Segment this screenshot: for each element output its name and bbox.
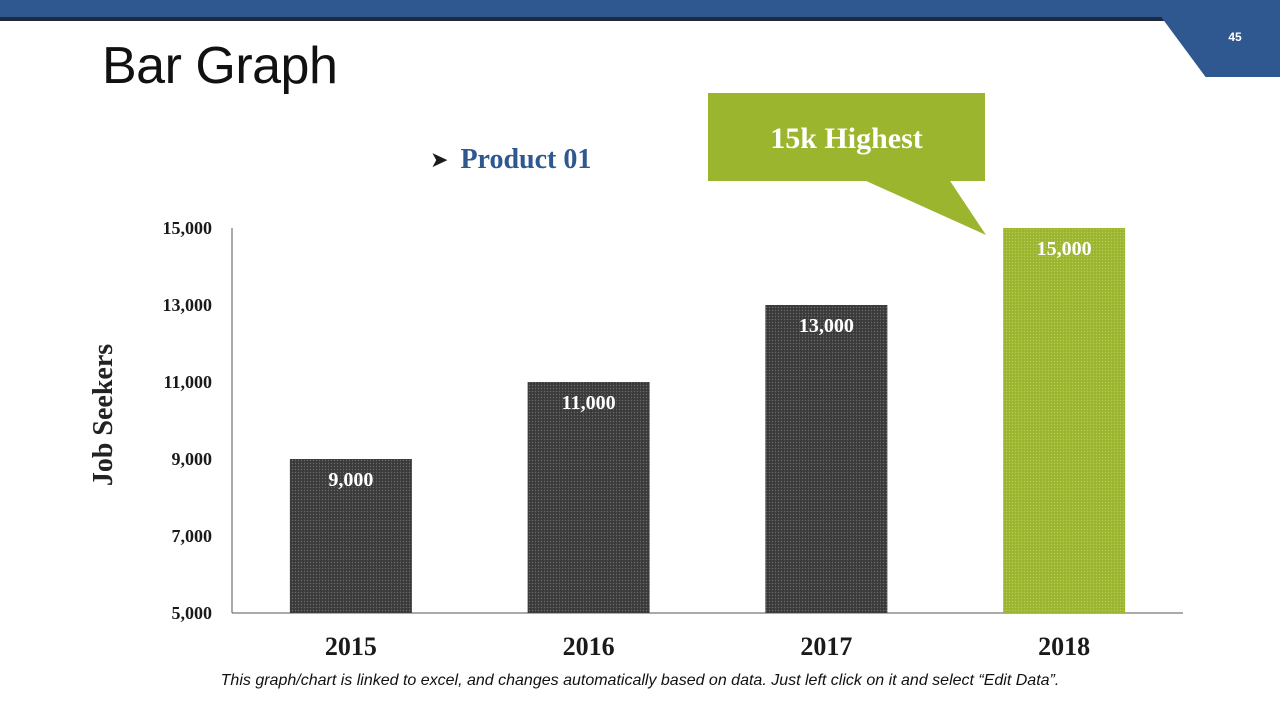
slide-title: Bar Graph bbox=[102, 37, 338, 95]
footnote: This graph/chart is linked to excel, and… bbox=[220, 672, 1060, 689]
bar-2016 bbox=[527, 382, 650, 613]
chart-labels: 5,000 7,000 9,000 11,000 13,000 15,000 9,000 20… bbox=[163, 218, 1092, 661]
y-tick-label: 7,000 bbox=[172, 526, 213, 546]
bar-2015 bbox=[289, 459, 412, 613]
y-tick-label: 5,000 bbox=[172, 603, 213, 623]
header-band bbox=[0, 0, 1280, 17]
y-tick-label: 15,000 bbox=[163, 218, 213, 238]
x-tick-label: 2018 bbox=[1038, 632, 1090, 661]
data-label: 13,000 bbox=[799, 315, 854, 337]
data-label: 9,000 bbox=[328, 469, 373, 491]
bar-2018 bbox=[1003, 228, 1126, 613]
chart-legend: ➤ Product 01 bbox=[430, 144, 591, 176]
highlight-callout: 15k Highest bbox=[708, 93, 985, 181]
x-tick-label: 2017 bbox=[800, 632, 852, 661]
x-tick-label: 2016 bbox=[563, 632, 615, 661]
legend-label: Product 01 bbox=[460, 144, 592, 175]
data-label: 15,000 bbox=[1037, 238, 1092, 260]
y-tick-label: 11,000 bbox=[163, 372, 212, 392]
y-axis-label: Job Seekers bbox=[88, 343, 119, 487]
y-tick-label: 13,000 bbox=[163, 295, 213, 315]
bar-2017 bbox=[765, 305, 888, 613]
callout-text: 15k Highest bbox=[770, 122, 923, 155]
chart-bars bbox=[289, 228, 1126, 613]
header-band-shadow bbox=[0, 17, 1165, 21]
arrow-bullet-icon: ➤ bbox=[430, 147, 449, 173]
page-number: 45 bbox=[1228, 30, 1242, 44]
data-label: 11,000 bbox=[562, 392, 616, 414]
x-tick-label: 2015 bbox=[325, 632, 377, 661]
y-tick-label: 9,000 bbox=[172, 449, 213, 469]
